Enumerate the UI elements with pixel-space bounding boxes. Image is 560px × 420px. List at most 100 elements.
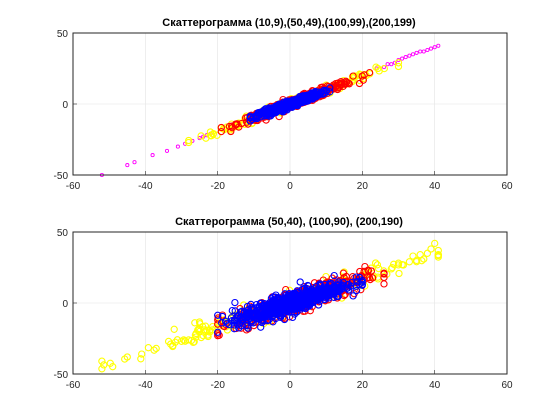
scatter-point [244, 313, 252, 321]
scatter-point [225, 320, 233, 329]
scatter-point [310, 89, 318, 97]
x-tick-label: 0 [287, 380, 293, 391]
scatter-point [257, 323, 265, 331]
scatter-point [170, 325, 178, 333]
scatter-point [389, 62, 394, 67]
scatter-point [137, 355, 145, 363]
scatter-point [252, 308, 260, 316]
scatter-point [164, 337, 173, 346]
scatter-point [138, 350, 146, 358]
scatter-point [385, 62, 390, 67]
scatter-point [304, 281, 312, 290]
scatter-point [269, 110, 277, 118]
scatter-point [228, 122, 236, 130]
scatter-point [374, 64, 382, 73]
scatter-point [288, 313, 297, 322]
scatter-point [400, 56, 405, 61]
scatter-point [358, 72, 366, 80]
scatter-point [423, 249, 432, 257]
x-tick-label: -40 [138, 380, 153, 391]
scatter-point [249, 113, 258, 121]
scatter-point [418, 49, 423, 54]
subplot-2-title: Скаттерограмма (50,40), (100,90), (200,1… [175, 216, 403, 228]
x-tick-label: 40 [429, 380, 441, 391]
scatter-point [352, 273, 360, 281]
scatter-point [185, 136, 193, 145]
scatter-point [365, 274, 374, 282]
scatter-point [333, 292, 341, 301]
scatter-point [271, 293, 279, 301]
x-tick-label: 60 [501, 181, 513, 192]
x-tick-label: -60 [66, 181, 81, 192]
scatter-point [306, 93, 314, 101]
scatter-point [347, 282, 355, 290]
scatter-point [329, 83, 337, 91]
subplot-1-points [99, 43, 441, 178]
scatter-point [217, 127, 225, 136]
scatter-point [414, 50, 419, 55]
scatter-point [428, 46, 434, 51]
scatter-point [359, 76, 367, 84]
scatter-point [420, 255, 428, 263]
scatter-point [288, 291, 297, 299]
scatter-point [207, 132, 216, 140]
scatter-point [349, 72, 357, 80]
scatter-point [175, 144, 180, 149]
scatter-point [436, 43, 441, 48]
scatter-point [191, 331, 200, 339]
scatter-point [353, 277, 361, 286]
scatter-point [335, 278, 343, 286]
subplot-1-title: Скаттерограмма (10,9),(50,49),(100,99),(… [162, 17, 416, 29]
scatter-point [364, 267, 373, 275]
scatter-point [358, 278, 366, 286]
scatter-point [187, 336, 196, 345]
subplot-1: Скаттерограмма (10,9),(50,49),(100,99),(… [54, 17, 513, 192]
scatter-point [296, 278, 304, 286]
x-tick-label: 20 [357, 181, 369, 192]
scatter-point [232, 121, 240, 129]
scatter-point [258, 316, 266, 324]
scatter-point [276, 103, 285, 111]
scatter-point [197, 136, 202, 141]
scatter-point [326, 88, 334, 96]
scatter-point [196, 320, 204, 328]
subplot-2-ticks: -60 -40 -20 0 20 40 60 -50 0 50 [54, 228, 513, 391]
scatter-point [223, 319, 231, 328]
scatter-point [191, 319, 199, 327]
y-tick-label: -50 [54, 171, 69, 182]
scatter-point [256, 299, 264, 308]
x-tick-label: -20 [210, 181, 225, 192]
scatter-point [340, 80, 348, 88]
scatter-point [349, 292, 357, 300]
scatter-point [214, 320, 222, 328]
scatter-point [228, 306, 236, 315]
scatter-point [109, 363, 117, 371]
scatter-point [152, 344, 160, 353]
scatter-point [125, 163, 130, 168]
scatter-point [217, 123, 225, 132]
scatter-point [306, 298, 315, 307]
scatter-point [380, 280, 388, 288]
scatter-point [373, 261, 382, 269]
scatter-point [390, 260, 398, 268]
scatter-point [320, 289, 328, 297]
scatter-point [412, 258, 421, 266]
scatter-point [233, 312, 242, 320]
y-tick-label: 50 [57, 29, 69, 40]
x-tick-label: 20 [357, 380, 369, 391]
scatter-point [311, 289, 319, 297]
x-tick-label: -20 [210, 380, 225, 391]
scatter-point [98, 357, 106, 365]
scatter-point [209, 130, 217, 139]
scatter-point [264, 313, 273, 321]
scatter-point [190, 138, 195, 143]
scatter-point [367, 267, 376, 275]
scatter-point [200, 326, 208, 334]
scatter-point [361, 262, 369, 271]
scatter-point [299, 294, 308, 302]
scatter-point [230, 325, 238, 333]
scatter-point [246, 114, 254, 122]
x-tick-label: -40 [138, 181, 153, 192]
scatter-point [281, 306, 289, 315]
